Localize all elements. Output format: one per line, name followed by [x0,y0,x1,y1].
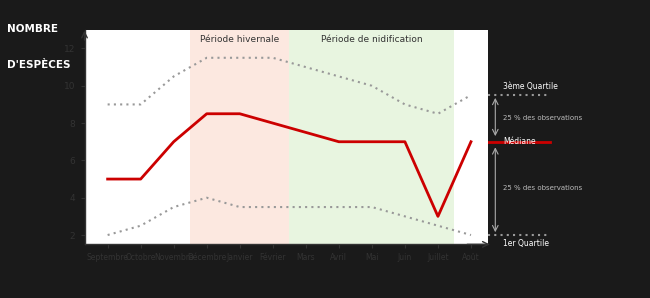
Text: 25 % des observations: 25 % des observations [503,115,582,121]
Bar [289,30,454,244]
Text: 1er Quartile: 1er Quartile [503,239,549,248]
Text: Médiane: Médiane [503,137,536,146]
Text: Période hivernale: Période hivernale [200,35,280,44]
Text: NOMBRE: NOMBRE [6,24,57,34]
Text: 3ème Quartile: 3ème Quartile [503,82,558,91]
Bar [190,30,289,244]
Text: Période de nidification: Période de nidification [321,35,423,44]
Text: D'ESPÈCES: D'ESPÈCES [6,60,70,70]
Text: 25 % des observations: 25 % des observations [503,185,582,191]
